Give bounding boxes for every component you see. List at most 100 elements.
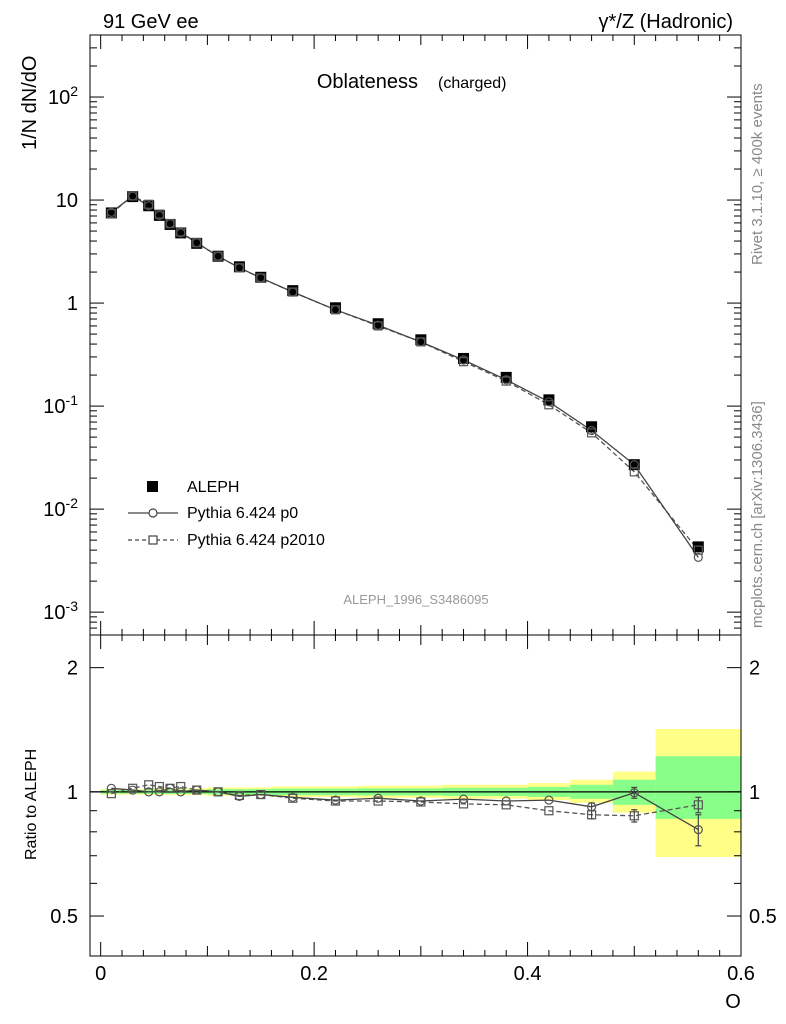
p2010-point (373, 321, 383, 331)
ratio-y-tick-label-right: 2 (749, 658, 760, 680)
ratio-p0-point (106, 783, 116, 793)
aleph-point (543, 394, 555, 406)
aleph-point (105, 207, 117, 219)
y-tick-label: 10 (56, 190, 78, 212)
main-panel-marks (105, 191, 704, 562)
header-left: 91 GeV ee (103, 11, 199, 33)
p0-point (693, 552, 703, 562)
plot-title: Oblateness (317, 71, 418, 93)
y-tick-label: 10-1 (43, 392, 78, 418)
aleph-point (175, 227, 187, 239)
ratio-p2010-point (165, 783, 175, 793)
p2010-point (501, 376, 511, 386)
ratio-p2010-point (234, 790, 245, 801)
ratio-panel-marks (106, 780, 703, 847)
ratio-y-tick-label-left: 1 (67, 782, 78, 804)
x-tick-label: 0.2 (300, 963, 328, 985)
p2010-point (693, 545, 703, 555)
ratio-p2010-point (586, 810, 597, 820)
y-tick-label: 10-3 (43, 598, 78, 624)
ratio-p2010-point (629, 811, 639, 821)
p2010-point (288, 287, 298, 297)
mcplots-label: mcplots.cern.ch [arXiv:1306.3436] (749, 401, 766, 628)
legend-label-aleph: ALEPH (187, 479, 239, 496)
p2010-point (330, 305, 341, 315)
aleph-point (692, 541, 704, 553)
ratio-p0-point (144, 787, 154, 797)
ratio-y-tick-label-right: 1 (749, 782, 760, 804)
ratio-p0-line (111, 787, 699, 831)
ratio-p2010-point (373, 796, 383, 806)
aleph-point (329, 302, 341, 314)
ratio-p2010-point (330, 796, 341, 806)
legend-label-p0: Pythia 6.424 p0 (187, 505, 298, 522)
aleph-point (153, 209, 165, 221)
ratio-p2010-point (213, 787, 223, 797)
p2010-line (110, 195, 699, 551)
p0-point (629, 460, 639, 470)
ratio-p0-point (693, 824, 703, 835)
ratio-panel-frame (89, 634, 742, 957)
p2010-point (416, 337, 426, 347)
ratio-p2010-point (144, 780, 154, 790)
ratio-panel-ticks: 0.5 0.5 1 1 2 2 0 0.2 0.4 0.6 (50, 635, 777, 985)
aleph-point (233, 261, 245, 273)
ratio-p2010-point (154, 781, 164, 792)
plot-subtitle: (charged) (438, 75, 506, 92)
aleph-point (287, 285, 299, 297)
y-tick-label: 10-2 (43, 495, 78, 521)
aleph-point (127, 191, 139, 203)
ratio-p0-point (176, 787, 186, 797)
p2010-point (234, 263, 245, 273)
ratio-p2010-point (256, 789, 266, 800)
x-tick-label: 0.4 (514, 963, 542, 985)
ratio-panel: 0.5 0.5 1 1 2 2 0 0.2 0.4 0.6 Ratio to ALEPH O (23, 634, 777, 1013)
x-axis-label: O (725, 991, 741, 1013)
p2010-point (213, 251, 223, 261)
legend-label-p2010: Pythia 6.424 p2010 (187, 532, 325, 549)
ratio-p2010-point (288, 793, 298, 803)
p2010-point (192, 238, 202, 248)
ratio-p0-point (458, 794, 469, 804)
ratio-p0-point (544, 795, 554, 805)
p0-line (110, 195, 699, 558)
y-tick-label: 1 (67, 293, 78, 315)
ratio-p2010-point (128, 783, 138, 793)
legend: ALEPH Pythia 6.424 p0 Pythia 6.424 p2010 (128, 479, 325, 549)
p2010-point (106, 208, 116, 219)
analysis-watermark: ALEPH_1996_S3486095 (343, 592, 488, 607)
p2010-point (256, 273, 266, 283)
p2010-point (544, 400, 554, 410)
ratio-p2010-point (458, 799, 469, 809)
legend-marker-aleph (147, 481, 158, 492)
ratio-y-tick-label-left: 0.5 (50, 906, 78, 928)
p2010-point (176, 227, 186, 237)
rivet-version-label: Rivet 3.1.10, ≥ 400k events (749, 83, 766, 265)
p2010-point (165, 219, 175, 229)
y-tick-label: 102 (48, 83, 78, 109)
legend-marker-p2010 (148, 535, 158, 545)
p2010-point (586, 428, 597, 438)
ratio-p2010-line (111, 784, 699, 817)
aleph-point (164, 218, 176, 230)
ratio-p2010-point (693, 800, 703, 810)
ratio-y-axis-label: Ratio to ALEPH (23, 749, 40, 860)
ratio-p2010-point (544, 806, 554, 816)
x-tick-label: 0.6 (727, 963, 755, 985)
x-tick-label: 0 (95, 963, 106, 985)
aleph-point (212, 250, 224, 262)
main-panel-ticks: 10-3 10-2 10-1 1 10 102 (43, 34, 742, 636)
p2010-point (154, 209, 164, 219)
aleph-point (628, 459, 640, 471)
ratio-p0-point (154, 787, 164, 797)
aleph-point (143, 200, 155, 212)
ratio-y-tick-label-left: 2 (67, 658, 78, 680)
ratio-p2010-point (176, 781, 186, 792)
p2010-point (128, 191, 138, 201)
header-right: γ*/Z (Hadronic) (599, 11, 733, 33)
p2010-point (458, 357, 469, 367)
ratio-p2010-point (501, 800, 511, 810)
aleph-point (458, 352, 470, 364)
